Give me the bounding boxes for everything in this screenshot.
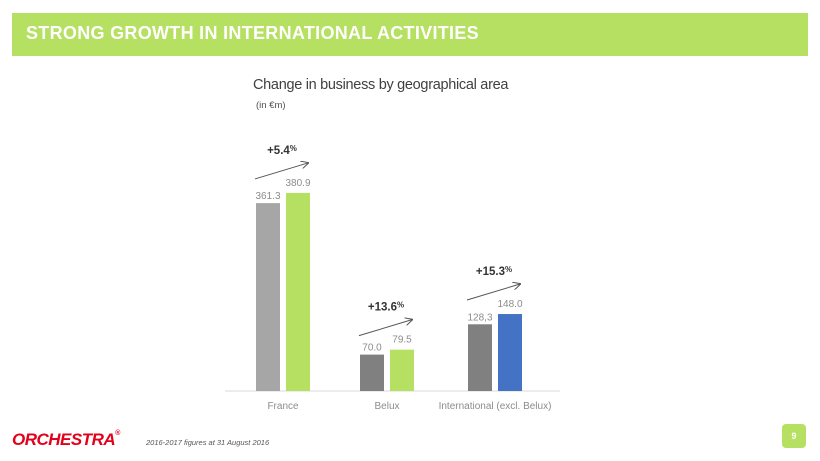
category-label-2: International (excl. Belux): [439, 401, 552, 412]
footnote: 2016-2017 figures at 31 August 2016: [146, 438, 270, 447]
value-label-previous-0: 361.3: [255, 191, 280, 202]
value-label-previous-2: 128,3: [467, 312, 492, 323]
category-label-1: Belux: [374, 401, 399, 412]
bar-previous-2: [468, 324, 492, 391]
bar-previous-0: [256, 203, 280, 391]
value-label-current-2: 148.0: [497, 299, 522, 310]
category-label-0: France: [267, 401, 299, 412]
bar-previous-1: [360, 354, 384, 391]
growth-arrow-1: [358, 320, 412, 337]
value-label-current-1: 79.5: [392, 335, 412, 346]
growth-label-2: +15.3%: [476, 265, 512, 278]
chart-unit: (in €m): [256, 100, 286, 111]
growth-label-0: +5.4%: [267, 144, 297, 157]
growth-label-1: +13.6%: [368, 301, 404, 314]
value-label-current-0: 380.9: [285, 178, 310, 189]
bar-current-2: [498, 314, 522, 391]
orchestra-logo: ORCHESTRA®: [12, 430, 120, 449]
growth-arrow-2: [466, 284, 520, 301]
growth-arrow-0: [254, 163, 308, 180]
chart-title: Change in business by geographical area: [253, 77, 509, 93]
bar-current-1: [390, 349, 414, 391]
page-number: 9: [782, 424, 806, 448]
bar-current-0: [286, 192, 310, 391]
value-label-previous-1: 70.0: [362, 343, 382, 354]
slide-title: STRONG GROWTH IN INTERNATIONAL ACTIVITIE…: [26, 23, 479, 43]
title-banner: STRONG GROWTH IN INTERNATIONAL ACTIVITIE…: [12, 13, 808, 56]
